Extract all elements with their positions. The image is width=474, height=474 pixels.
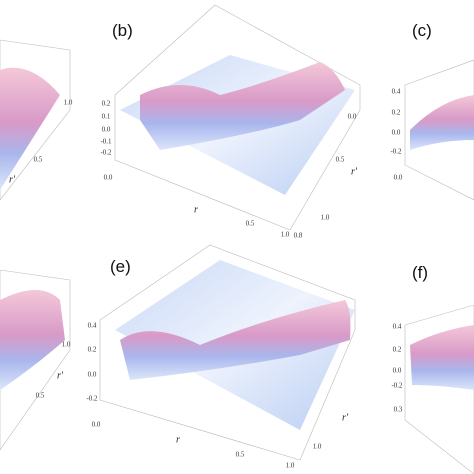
tick-label: 0.5 [36, 392, 45, 400]
panel-e [99, 244, 356, 461]
tick-label: 0.4 [393, 323, 402, 331]
tick-label: 0.2 [88, 346, 97, 354]
tick-label: 0.0 [392, 129, 401, 137]
surface-peak [140, 62, 345, 150]
surface [410, 325, 474, 390]
tick-label: 0.5 [246, 220, 255, 228]
panel-a [0, 39, 71, 201]
tick-label: 0.2 [393, 346, 402, 354]
tick-label: 1.0 [62, 341, 71, 349]
tick-label: 0.5 [34, 156, 43, 164]
tick-label: 1.0 [313, 443, 322, 451]
tick-label: 0.0 [348, 113, 357, 121]
tick-label: 1.0 [281, 231, 290, 239]
tick-label: 0.0 [394, 174, 403, 182]
tick-label: 0.4 [88, 322, 97, 330]
tick-label: -0.1 [100, 138, 112, 146]
tick-label: 0.5 [236, 451, 245, 459]
tick-label: 0.2 [392, 109, 401, 117]
panel-d [0, 269, 71, 451]
axis-label: r' [57, 370, 64, 381]
tick-label: 1.0 [321, 214, 330, 222]
tick-label: 0.1 [102, 113, 111, 121]
tick-label: 0.2 [102, 100, 111, 108]
tick-label: 0.0 [92, 421, 101, 429]
tick-label: 0.3 [394, 406, 403, 414]
panel-b [114, 4, 361, 231]
tick-label: -0.2 [100, 149, 112, 157]
surface [0, 290, 65, 390]
tick-label: -0.2 [86, 395, 98, 403]
tick-label: 0.4 [392, 88, 401, 96]
tick-label: 0.0 [104, 174, 113, 182]
panel-label: (f) [412, 263, 428, 282]
surface [0, 67, 60, 190]
panel-label: (e) [110, 257, 131, 276]
panel-label: (c) [412, 21, 432, 40]
panel-f [404, 304, 474, 474]
tick-label: 1.0 [286, 462, 295, 470]
axis-label: r' [9, 174, 16, 185]
tick-label: 0.5 [336, 156, 345, 164]
axis-label: r' [351, 166, 358, 177]
tick-label: -0.2 [390, 148, 402, 156]
surface-peak [120, 300, 351, 380]
tick-label: 0.0 [102, 126, 111, 134]
tick-label: 0.0 [393, 367, 402, 375]
axis-label: r [176, 434, 180, 445]
tick-label: 0.8 [294, 232, 303, 240]
panel-label: (b) [112, 21, 133, 40]
tick-label: -0.2 [391, 382, 403, 390]
tick-label: 0.0 [88, 371, 97, 379]
axis-label: r' [342, 412, 349, 423]
panel-c [404, 59, 474, 201]
tick-label: 1.0 [64, 99, 73, 107]
axis-label: r [194, 204, 198, 215]
surface [410, 95, 474, 150]
